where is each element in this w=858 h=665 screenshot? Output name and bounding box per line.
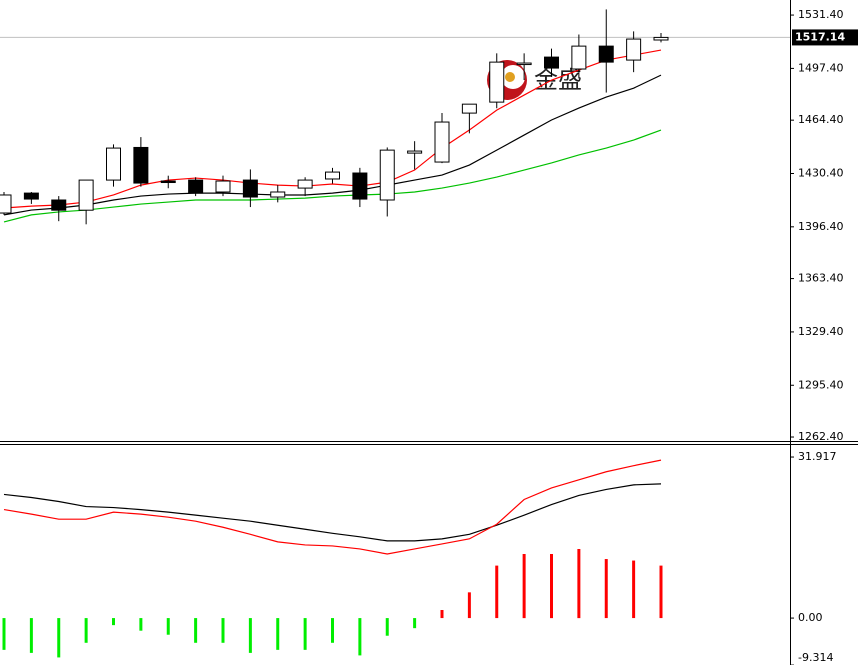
candle-body [461, 103, 477, 114]
candle-body [544, 56, 559, 69]
y-tick-label: 1363.40 [798, 272, 844, 285]
candle-body [215, 180, 231, 193]
y-tick-label: 1531.40 [798, 8, 844, 21]
y-tick-label: 1497.40 [798, 61, 844, 74]
current-price-label: 1517.14 [795, 30, 845, 43]
indicator-line [3, 459, 662, 555]
candle-body [188, 179, 204, 194]
current-price-box [792, 29, 858, 46]
candle-body [352, 172, 368, 200]
candle-body [160, 180, 176, 184]
candle-body [325, 171, 340, 180]
candle-body [106, 147, 121, 181]
candle-body [434, 121, 450, 163]
y-tick-label: 1430.40 [798, 166, 844, 179]
indicator-line [3, 74, 662, 216]
candle-body [297, 179, 313, 189]
candle-body [242, 179, 258, 198]
candle-body [133, 146, 149, 184]
indicator-line [3, 129, 662, 223]
candle-body [51, 199, 67, 211]
logo [505, 72, 515, 82]
y-tick-label: 1262.40 [798, 430, 844, 443]
watermark-text: 金盛 [534, 66, 582, 94]
candle-body [571, 45, 587, 70]
y-tick-label: 1396.40 [798, 220, 844, 233]
candle-body [598, 45, 614, 63]
candle-body [0, 194, 12, 214]
indicator-line [3, 49, 662, 209]
candle-body [270, 191, 286, 198]
candle-body [23, 192, 39, 200]
y-tick-label: 31.917 [798, 450, 837, 463]
y-tick-label: 0.00 [798, 611, 823, 624]
candle-body [489, 61, 505, 103]
candle-body [379, 149, 395, 201]
y-tick-label: 1464.40 [798, 113, 844, 126]
candle-body [516, 62, 532, 66]
candle-body [407, 150, 423, 154]
indicator-line [3, 483, 662, 542]
candle-body [78, 179, 94, 211]
y-tick-label: 1329.40 [798, 325, 844, 338]
candle-body [626, 38, 642, 61]
y-tick-label: 1295.40 [798, 378, 844, 391]
candle-body [653, 36, 669, 41]
y-tick-label: -9.314 [798, 651, 833, 664]
